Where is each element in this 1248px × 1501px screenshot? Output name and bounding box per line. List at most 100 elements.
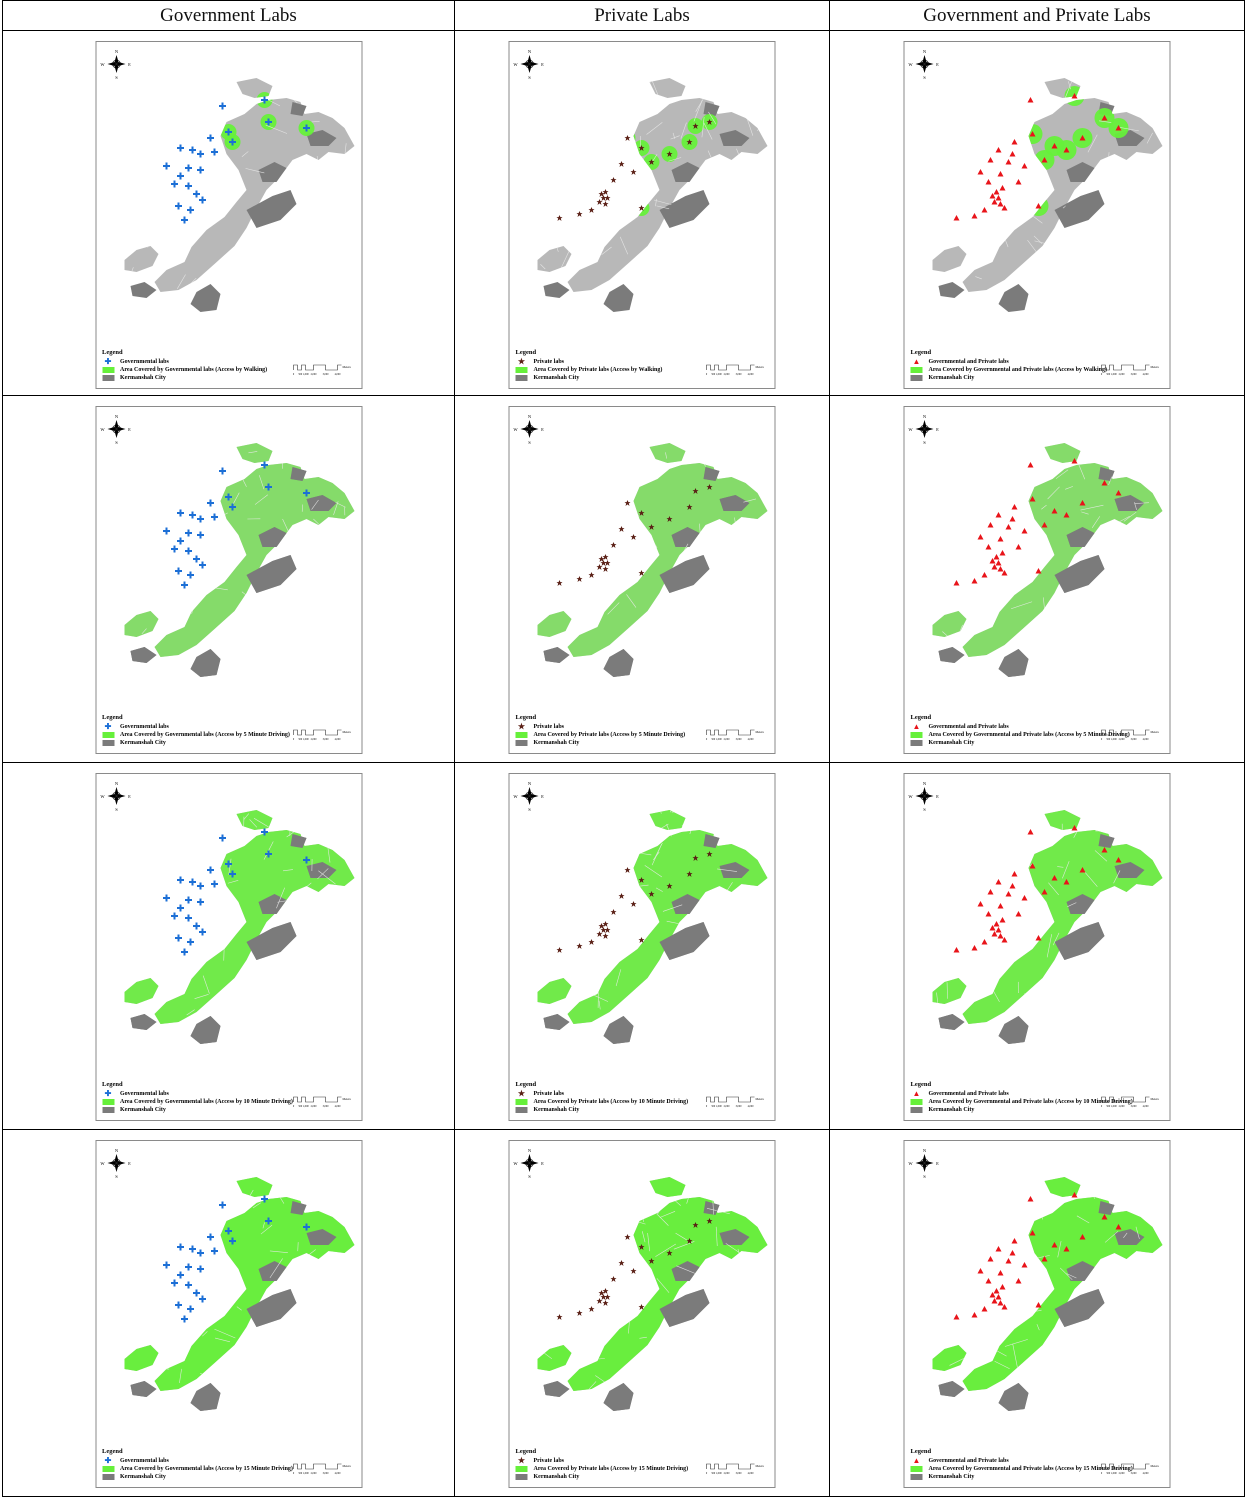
- combined-lab-icon: ▲: [912, 1089, 921, 1098]
- legend-marker: ✚ Governmental labs: [102, 723, 290, 731]
- compass-n: N: [114, 781, 118, 786]
- legend-swatch: [102, 1099, 114, 1105]
- legend-label: Private labs: [533, 359, 565, 365]
- private-lab-icon: [706, 119, 713, 125]
- scale-bar: Meters 0 500 1,000 2,000 3,000 4,000: [706, 1096, 765, 1108]
- legend-label: Kermanshah City: [928, 740, 975, 746]
- scale-bar: Meters 0 500 1,000 2,000 3,000 4,000: [706, 1463, 765, 1475]
- map-legend: Legend ★ Private labs Area Covered by Priva…: [515, 1081, 689, 1114]
- legend-city: Kermanshah City: [102, 1106, 293, 1114]
- combined-lab-icon: [997, 933, 1004, 939]
- legend-marker: ▲ Governmental and Private labs: [911, 723, 1130, 731]
- map-panel: N S E W Legend ▲ Governmental and Private labs…: [903, 773, 1171, 1121]
- column-header: Government and Private Labs: [829, 0, 1245, 30]
- combined-lab-icon: [999, 185, 1006, 191]
- combined-lab-icon: [997, 1300, 1004, 1306]
- map-legend: Legend ▲ Governmental and Private labs Area…: [910, 714, 1130, 747]
- private-lab-icon: [610, 1276, 617, 1282]
- combined-lab-icon: [989, 193, 996, 199]
- compass-e: E: [936, 62, 939, 67]
- combined-lab-icon: [993, 554, 1000, 560]
- scale-tick: 500 1,000: [298, 1105, 309, 1108]
- scale-tick: 500 1,000: [298, 738, 309, 741]
- combined-lab-icon: [1001, 205, 1008, 211]
- coverage-map: N S E W: [908, 414, 1163, 677]
- gov-lab-icon: [196, 1265, 204, 1273]
- private-lab-icon: [624, 135, 631, 141]
- legend-coverage: Area Covered by Governmental labs (Acces…: [102, 366, 267, 374]
- map-cell: N S E W Legend ★ Private labs Area Covered by P…: [454, 762, 829, 1129]
- private-lab-icon: [600, 560, 607, 566]
- legend-label: Private labs: [533, 1458, 565, 1464]
- scale-tick: 4,000: [1143, 1105, 1150, 1108]
- private-lab-icon: [588, 207, 595, 213]
- legend-coverage: Area Covered by Governmental and Private…: [910, 366, 1107, 374]
- gov-lab-icon: [264, 850, 272, 858]
- private-lab-icon: [602, 1300, 609, 1306]
- scale-bar: Meters 0 500 1,000 2,000 3,000 4,000: [1101, 364, 1160, 376]
- gov-lab-icon: [302, 856, 310, 864]
- legend-coverage: Area Covered by Governmental and Private…: [910, 1098, 1133, 1106]
- combined-lab-icon: [981, 939, 988, 945]
- private-lab-icon: [602, 189, 609, 195]
- legend-label: Area Covered by Governmental and Private…: [928, 1466, 1133, 1472]
- compass-s: S: [115, 1174, 118, 1179]
- combined-lab-icon: [1021, 528, 1028, 534]
- private-lab-icon: [692, 1222, 699, 1228]
- legend-city: Kermanshah City: [515, 1106, 689, 1114]
- private-lab-icon: [576, 576, 583, 582]
- legend-swatch: [910, 1474, 923, 1480]
- legend-city: Kermanshah City: [910, 1106, 1133, 1114]
- combined-lab-icon: [1035, 1302, 1042, 1308]
- combined-lab-icon: [995, 195, 1002, 201]
- combined-lab-icon: [1011, 871, 1018, 877]
- combined-lab-icon: [1009, 151, 1016, 157]
- legend-swatch: [910, 367, 923, 373]
- combined-lab-icon: [1029, 863, 1036, 869]
- legend-label: Governmental and Private labs: [928, 1458, 1009, 1464]
- gov-lab-icon: [192, 190, 200, 198]
- combined-lab-icon: [1009, 1250, 1016, 1256]
- lab-markers: [953, 458, 1122, 586]
- combined-lab-icon: [1051, 875, 1058, 881]
- legend-title: Legend: [910, 349, 932, 356]
- compass-w: W: [100, 427, 105, 432]
- private-lab-icon: [630, 534, 637, 540]
- combined-lab-icon: [1001, 570, 1008, 576]
- combined-lab-icon: [1011, 139, 1018, 145]
- private-lab-icon: [624, 867, 631, 873]
- private-lab-icon: [638, 1304, 645, 1310]
- private-lab-icon: [666, 1250, 673, 1256]
- combined-lab-icon: [991, 199, 998, 205]
- map-cell: N S E W Legend ✚ Governmental labs Area Covered…: [2, 1129, 454, 1497]
- compass-s: S: [923, 75, 926, 80]
- private-lab-icon: [686, 139, 693, 145]
- scale-tick: 2,000: [310, 738, 317, 741]
- lab-markers: [953, 1192, 1122, 1320]
- legend-city: Kermanshah City: [102, 374, 267, 382]
- private-lab-icon: [624, 1234, 631, 1240]
- gov-lab-icon: [264, 118, 272, 126]
- compass-e: E: [936, 794, 939, 799]
- private-lab-icon: [692, 123, 699, 129]
- compass-n: N: [114, 1148, 118, 1153]
- scale-tick: 4,000: [748, 373, 755, 376]
- gov-lab-icon: [184, 529, 192, 537]
- scale-tick: 4,000: [1143, 1472, 1150, 1475]
- gov-lab-icon: [176, 509, 184, 517]
- combined-lab-icon: [997, 1270, 1004, 1276]
- legend-coverage: Area Covered by Private labs (Access by …: [515, 1098, 688, 1106]
- legend-title: Legend: [515, 349, 537, 356]
- combined-lab-icon: [1005, 524, 1012, 530]
- private-lab-icon: [686, 871, 693, 877]
- legend-swatch: [102, 740, 114, 746]
- scale-tick: 4,000: [748, 1105, 755, 1108]
- gov-lab-icon: [228, 870, 236, 878]
- private-lab-icon: [598, 191, 605, 197]
- private-lab-icon: [648, 891, 655, 897]
- private-lab-icon: [610, 542, 617, 548]
- gov-lab-icon: [184, 1263, 192, 1271]
- gov-lab-icon: ✚: [104, 357, 112, 366]
- combined-lab-icon: [999, 1284, 1006, 1290]
- combined-lab-icon: [1101, 480, 1108, 486]
